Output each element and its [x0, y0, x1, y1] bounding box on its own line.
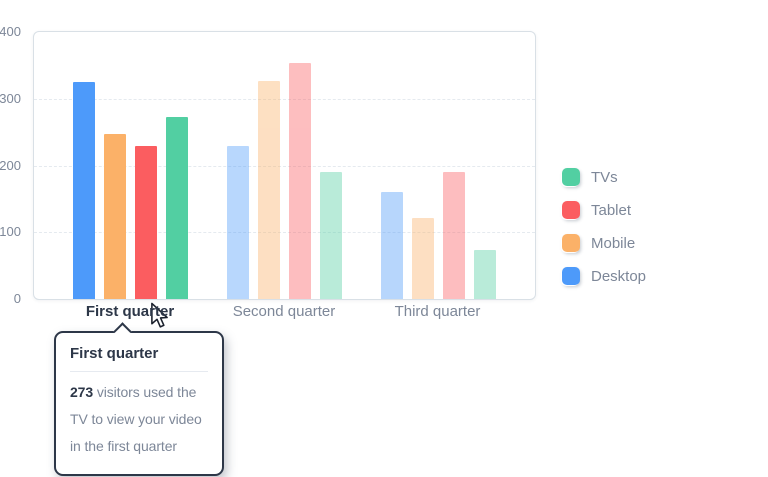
mouse-cursor-icon	[151, 302, 168, 328]
legend-item-tablet[interactable]: Tablet	[562, 201, 646, 219]
legend-swatch-tablet	[562, 201, 580, 219]
bar-desktop-first-quarter[interactable]	[73, 82, 95, 299]
bar-group-second-quarter	[227, 62, 342, 299]
x-axis-label-third-quarter[interactable]: Third quarter	[394, 303, 481, 320]
bar-tablet-first-quarter[interactable]	[135, 145, 157, 299]
tooltip-title: First quarter	[70, 345, 159, 362]
gridline-300	[34, 98, 535, 100]
bar-mobile-third-quarter[interactable]	[411, 217, 434, 299]
tooltip-text: visitors used the TV to view your video …	[70, 384, 202, 454]
bar-tvs-first-quarter[interactable]	[166, 116, 188, 299]
gridline-100	[34, 232, 535, 234]
legend-item-desktop[interactable]: Desktop	[562, 267, 646, 285]
bar-tvs-second-quarter[interactable]	[320, 172, 342, 299]
tooltip-body: 273 visitors used the TV to view your vi…	[70, 379, 208, 460]
tooltip-value: 273	[70, 384, 94, 400]
y-axis-tick-label-400: 400	[0, 24, 21, 39]
bar-tablet-third-quarter[interactable]	[442, 172, 465, 299]
y-axis-tick-label-100: 100	[0, 224, 21, 240]
bar-group-third-quarter	[380, 172, 496, 299]
tooltip-divider	[70, 371, 208, 372]
plot-area	[34, 32, 535, 299]
y-axis-tick-label-300: 300	[0, 90, 21, 106]
legend-item-tvs[interactable]: TVs	[562, 168, 646, 186]
bar-mobile-first-quarter[interactable]	[104, 133, 126, 299]
legend-label-tablet: Tablet	[591, 201, 632, 219]
x-axis-label-first-quarter[interactable]: First quarter	[85, 303, 175, 320]
tooltip: First quarter 273 visitors used the TV t…	[54, 322, 224, 476]
bar-group-first-quarter	[73, 82, 188, 299]
x-axis-label-second-quarter[interactable]: Second quarter	[232, 303, 336, 320]
legend-swatch-desktop	[562, 267, 580, 285]
y-axis-tick-label-200: 200	[0, 157, 21, 173]
legend-label-tvs: TVs	[591, 168, 618, 186]
legend: TVs Tablet Mobile Desktop	[562, 168, 646, 300]
legend-label-desktop: Desktop	[591, 267, 647, 285]
legend-label-mobile: Mobile	[591, 234, 636, 252]
bar-mobile-second-quarter[interactable]	[258, 80, 280, 299]
gridline-200	[34, 165, 535, 167]
legend-swatch-mobile	[562, 234, 580, 252]
tooltip-arrow-icon	[113, 322, 132, 341]
legend-item-mobile[interactable]: Mobile	[562, 234, 646, 252]
bar-desktop-third-quarter[interactable]	[380, 192, 403, 299]
bar-tablet-second-quarter[interactable]	[289, 62, 311, 299]
bar-desktop-second-quarter[interactable]	[227, 145, 249, 299]
chart-card	[33, 31, 536, 300]
y-axis-tick-label-0: 0	[13, 291, 21, 306]
legend-swatch-tvs	[562, 168, 580, 186]
bar-tvs-third-quarter[interactable]	[473, 250, 496, 299]
